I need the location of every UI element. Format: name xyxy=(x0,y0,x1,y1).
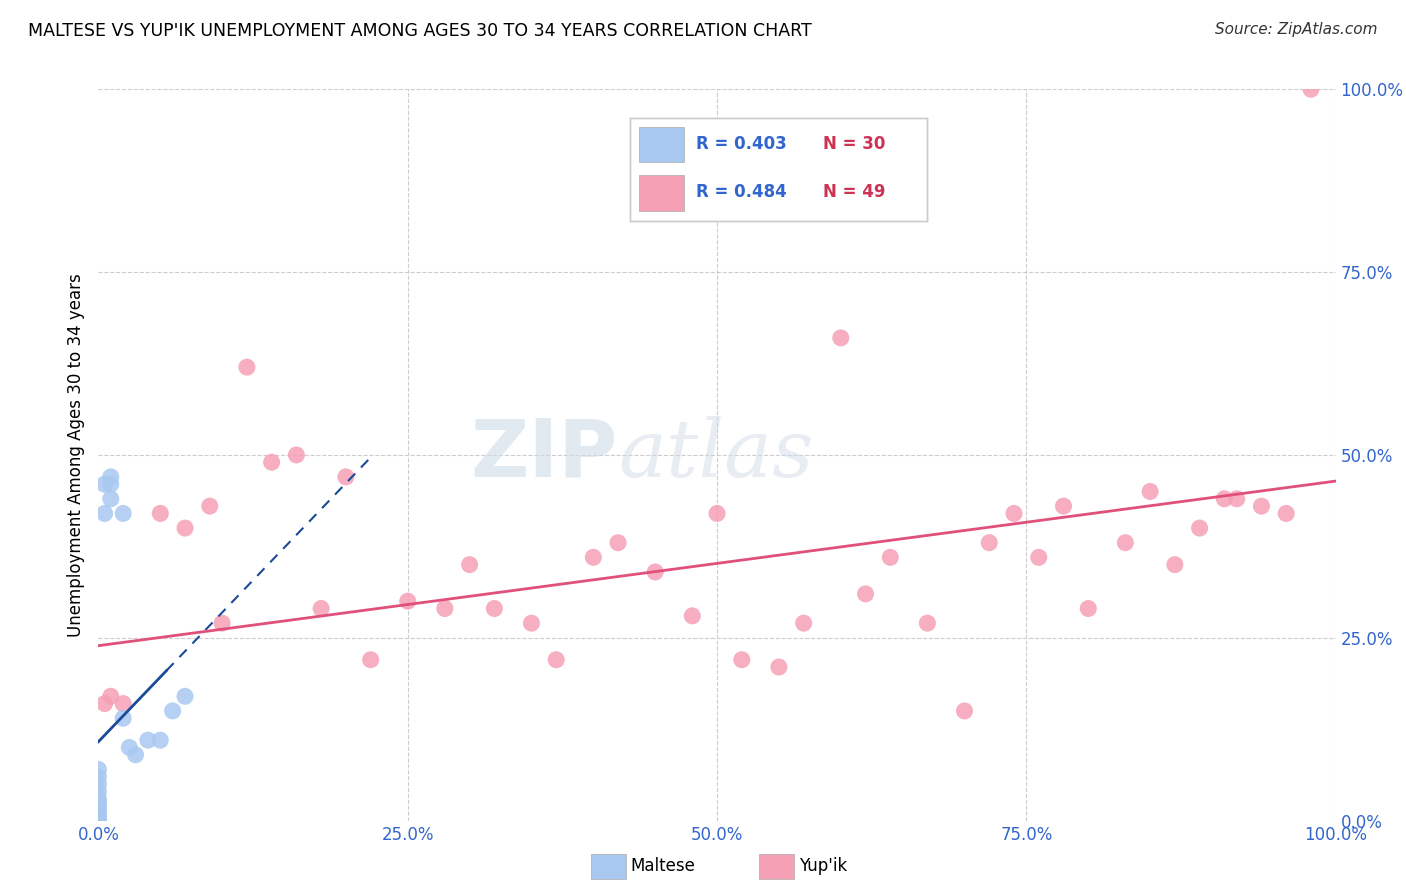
Point xyxy=(607,535,630,549)
Point xyxy=(93,697,115,711)
Point xyxy=(136,733,159,747)
Point xyxy=(93,477,115,491)
Point xyxy=(1139,484,1161,499)
Point xyxy=(260,455,283,469)
Point xyxy=(211,616,233,631)
Point xyxy=(979,535,1001,549)
Text: Source: ZipAtlas.com: Source: ZipAtlas.com xyxy=(1215,22,1378,37)
Point xyxy=(100,491,122,506)
Point xyxy=(87,810,110,824)
Point xyxy=(87,814,110,828)
Text: Maltese: Maltese xyxy=(630,857,695,875)
Point xyxy=(335,470,357,484)
Point xyxy=(87,784,110,798)
Point xyxy=(100,477,122,491)
Point xyxy=(87,814,110,828)
Point xyxy=(546,653,568,667)
Point xyxy=(309,601,332,615)
Point xyxy=(855,587,877,601)
Point xyxy=(198,499,221,513)
Point xyxy=(174,521,197,535)
Point xyxy=(1275,507,1298,521)
Point xyxy=(953,704,976,718)
Point xyxy=(681,608,703,623)
Point xyxy=(236,360,259,375)
Point xyxy=(87,814,110,828)
Point xyxy=(1226,491,1249,506)
Point xyxy=(87,814,110,828)
Point xyxy=(149,733,172,747)
Point xyxy=(458,558,481,572)
Point xyxy=(1188,521,1211,535)
Point xyxy=(706,507,728,521)
Point xyxy=(118,740,141,755)
Point xyxy=(1002,507,1025,521)
Point xyxy=(87,814,110,828)
Point xyxy=(87,814,110,828)
Point xyxy=(149,507,172,521)
Point xyxy=(100,690,122,704)
Point xyxy=(731,653,754,667)
Text: atlas: atlas xyxy=(619,417,814,493)
Point xyxy=(112,697,135,711)
Point xyxy=(360,653,382,667)
Point xyxy=(1028,550,1050,565)
Point xyxy=(879,550,901,565)
Point xyxy=(1250,499,1272,513)
Point xyxy=(112,507,135,521)
Point xyxy=(87,791,110,805)
Point xyxy=(644,565,666,579)
Point xyxy=(100,470,122,484)
Point xyxy=(396,594,419,608)
Point xyxy=(87,814,110,828)
Point xyxy=(112,711,135,725)
Point xyxy=(1164,558,1187,572)
Point xyxy=(174,690,197,704)
Text: MALTESE VS YUP'IK UNEMPLOYMENT AMONG AGES 30 TO 34 YEARS CORRELATION CHART: MALTESE VS YUP'IK UNEMPLOYMENT AMONG AGE… xyxy=(28,22,811,40)
Point xyxy=(87,814,110,828)
Point xyxy=(582,550,605,565)
Point xyxy=(87,770,110,784)
Point xyxy=(87,777,110,791)
Point xyxy=(87,806,110,821)
Point xyxy=(162,704,184,718)
Point xyxy=(793,616,815,631)
Point xyxy=(1213,491,1236,506)
Point xyxy=(830,331,852,345)
Point xyxy=(87,763,110,777)
Point xyxy=(433,601,456,615)
Point xyxy=(124,747,146,762)
Text: Yup'ik: Yup'ik xyxy=(799,857,846,875)
Point xyxy=(484,601,506,615)
Point xyxy=(87,799,110,814)
Point xyxy=(87,803,110,817)
Point xyxy=(917,616,939,631)
Text: ZIP: ZIP xyxy=(471,416,619,494)
Point xyxy=(520,616,543,631)
Point xyxy=(87,814,110,828)
Point xyxy=(1299,82,1322,96)
Point xyxy=(1114,535,1136,549)
Point xyxy=(87,796,110,810)
Point xyxy=(285,448,308,462)
Point xyxy=(87,814,110,828)
Point xyxy=(1052,499,1074,513)
Point xyxy=(768,660,790,674)
Point xyxy=(93,507,115,521)
Point xyxy=(1077,601,1099,615)
Y-axis label: Unemployment Among Ages 30 to 34 years: Unemployment Among Ages 30 to 34 years xyxy=(66,273,84,637)
